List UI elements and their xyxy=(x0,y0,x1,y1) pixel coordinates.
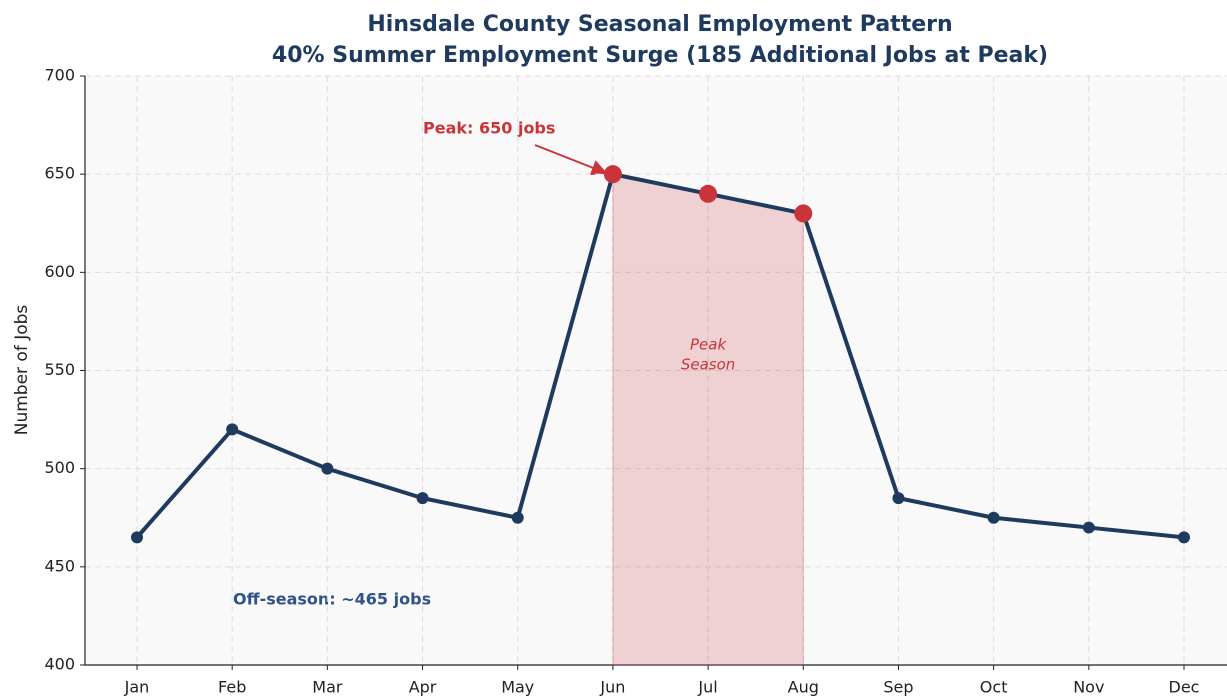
x-tick-label: Jul xyxy=(697,678,717,696)
y-tick-label: 400 xyxy=(44,655,75,674)
x-tick-label: Apr xyxy=(409,678,437,696)
x-tick-label: Nov xyxy=(1073,678,1104,696)
series-line xyxy=(135,172,1185,540)
season-label: Season xyxy=(681,356,735,374)
point xyxy=(511,511,524,524)
peak-season-area xyxy=(612,173,804,666)
point xyxy=(1178,531,1190,544)
x-tick-label: Mar xyxy=(312,678,343,696)
point xyxy=(987,511,1000,524)
point xyxy=(416,492,429,505)
point xyxy=(321,462,334,475)
y-axis-label: Number of Jobs xyxy=(12,305,32,436)
point xyxy=(226,423,239,436)
x-tick-label: Aug xyxy=(788,678,819,696)
point xyxy=(699,184,718,203)
point xyxy=(603,165,622,184)
x-tick-label: Oct xyxy=(980,678,1008,696)
y-tick-label: 600 xyxy=(44,262,75,281)
annotation-arrow xyxy=(534,144,608,176)
y-tick-label: 650 xyxy=(44,164,75,183)
point xyxy=(794,204,813,223)
chart-title: Hinsdale County Seasonal Employment Patt… xyxy=(367,12,952,37)
chart-subtitle: 40% Summer Employment Surge (185 Additio… xyxy=(272,43,1048,68)
offseason-annotation: Off-season: ~465 jobs xyxy=(233,590,431,609)
x-tick-label: Feb xyxy=(218,678,246,696)
x-tick-label: Jan xyxy=(124,678,150,696)
season-label: Peak xyxy=(690,336,727,354)
peak-annotation: Peak: 650 jobs xyxy=(423,119,555,138)
x-tick-label: Dec xyxy=(1169,678,1200,696)
point xyxy=(892,492,905,505)
x-tick-label: May xyxy=(501,678,534,696)
y-tick-label: 450 xyxy=(44,556,75,575)
x-tick-label: Sep xyxy=(883,678,913,696)
point xyxy=(1082,521,1095,534)
x-tick-label: Jun xyxy=(599,678,625,696)
y-tick-label: 550 xyxy=(44,360,75,379)
point xyxy=(131,531,143,544)
y-tick-label: 500 xyxy=(44,458,75,477)
y-tick-label: 700 xyxy=(44,66,75,85)
